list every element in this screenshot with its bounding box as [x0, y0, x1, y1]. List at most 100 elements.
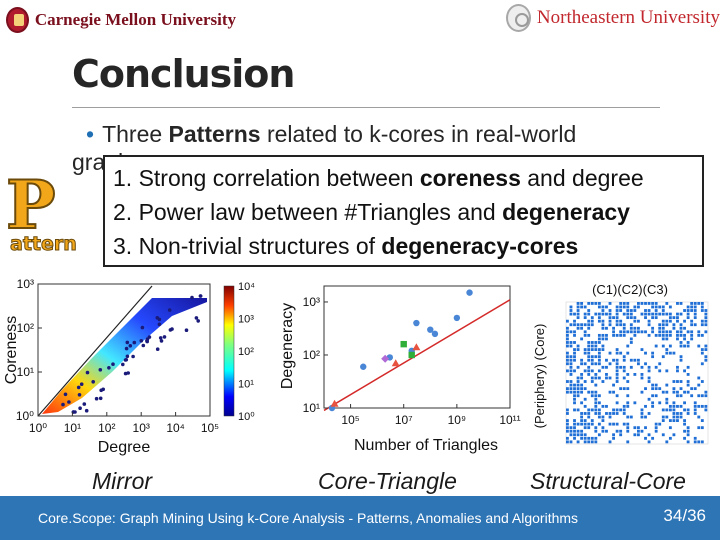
- structural-core-cell: [640, 376, 644, 380]
- structural-core-cell: [672, 380, 676, 383]
- structural-core-cell: [569, 344, 573, 348]
- structural-core-cell: [594, 373, 598, 376]
- structural-core-cell: [590, 380, 594, 383]
- structural-core-cell: [566, 369, 569, 373]
- structural-core-cell: [690, 305, 694, 309]
- mirror-point: [184, 328, 189, 332]
- structural-core-cell: [601, 323, 605, 327]
- structural-core-cell: [633, 305, 637, 309]
- pattern-2-pre: 2. Power law between #Triangles and: [113, 199, 503, 225]
- structural-core-cell: [601, 344, 605, 348]
- structural-core-cell: [566, 358, 569, 362]
- structural-core-cell: [605, 365, 608, 369]
- structural-core-cell: [633, 373, 637, 376]
- structural-core-cell: [569, 383, 573, 387]
- structural-core-cell: [633, 358, 637, 362]
- structural-core-cell: [668, 319, 672, 323]
- structural-core-cell: [626, 426, 630, 430]
- structural-core-cell: [622, 302, 626, 305]
- structural-core-cell: [608, 422, 612, 426]
- structural-core-cell: [587, 302, 591, 305]
- structural-core-cell: [608, 440, 612, 444]
- structural-core-cell: [661, 415, 665, 419]
- caption-structural-core: Structural-Core: [530, 468, 686, 494]
- structural-core-cell: [644, 309, 647, 312]
- structural-core-cell: [583, 305, 587, 309]
- structural-core-cell: [672, 404, 676, 408]
- structural-core-cell: [676, 319, 679, 323]
- structural-core-cell: [601, 380, 605, 383]
- structural-core-cell: [679, 326, 683, 330]
- structural-core-cell: [654, 305, 658, 309]
- structural-core-cell: [683, 333, 686, 337]
- structural-core-cell: [661, 305, 665, 309]
- structural-core-cell: [605, 373, 608, 376]
- mirror-point: [157, 317, 162, 322]
- structural-core-cell: [672, 412, 676, 415]
- structural-core-cell: [587, 390, 591, 394]
- structural-core-cell: [569, 309, 573, 312]
- structural-core-cell: [622, 355, 626, 359]
- pattern-logo-small-letters: attern: [10, 233, 77, 255]
- slide-title: Conclusion: [72, 52, 295, 96]
- structural-core-cell: [580, 358, 584, 362]
- structural-core-cell: [594, 344, 598, 348]
- structural-core-cell: [661, 408, 665, 412]
- structural-core-cell: [615, 380, 619, 383]
- structural-core-cell: [679, 323, 683, 327]
- structural-core-cell: [605, 312, 608, 316]
- structural-core-cell: [668, 305, 672, 309]
- structural-core-cell: [594, 408, 598, 412]
- core-triangle-point-triangle: [391, 359, 400, 367]
- structural-core-cell: [700, 440, 704, 444]
- structural-core-cell: [566, 380, 569, 383]
- structural-core-cell: [615, 429, 619, 433]
- structural-core-cell: [665, 369, 669, 373]
- structural-core-cell: [573, 387, 576, 391]
- structural-core-cell: [573, 323, 576, 327]
- structural-core-cell: [700, 305, 704, 309]
- structural-core-cell: [686, 380, 690, 383]
- structural-core-cell: [676, 412, 679, 415]
- structural-core-cell: [651, 436, 655, 440]
- structural-core-cell: [566, 412, 569, 415]
- structural-core-cell: [658, 401, 662, 405]
- structural-core-cell: [700, 351, 704, 355]
- structural-core-cell: [640, 312, 644, 316]
- structural-core-cell: [686, 412, 690, 415]
- structural-core-cell: [665, 312, 669, 316]
- structural-core-cell: [612, 390, 615, 394]
- structural-core-cell: [668, 404, 672, 408]
- structural-core-cell: [619, 429, 623, 433]
- structural-core-cell: [569, 312, 573, 316]
- mirror-colorbar-tick-label: 10²: [238, 346, 254, 358]
- structural-core-cell: [615, 401, 619, 405]
- structural-core-cell: [615, 358, 619, 362]
- structural-core-cell: [608, 415, 612, 419]
- structural-core-cell: [587, 309, 591, 312]
- structural-core-cell: [580, 412, 584, 415]
- mirror-marks: [42, 294, 207, 414]
- core-triangle-x-label: Number of Triangles: [354, 437, 498, 454]
- structural-core-cell: [619, 319, 623, 323]
- structural-core-cell: [576, 422, 580, 426]
- mirror-colorbar-tick-label: 10⁰: [238, 411, 255, 423]
- structural-core-cell: [697, 376, 701, 380]
- footer-title: Core.Scope: Graph Mining Using k-Core An…: [38, 510, 579, 526]
- structural-core-cell: [651, 326, 655, 330]
- structural-core-cell: [612, 326, 615, 330]
- structural-core-cell: [637, 433, 640, 437]
- structural-core-cell: [676, 390, 679, 394]
- structural-core-cell: [651, 404, 655, 408]
- pattern-1: 1. Strong correlation between coreness a…: [113, 165, 644, 192]
- structural-core-cell: [594, 440, 598, 444]
- core-triangle-y-tick-label: 10¹: [303, 401, 320, 415]
- structural-core-cell: [704, 309, 708, 312]
- mirror-y-tick-label: 10³: [17, 277, 34, 291]
- structural-core-cell: [629, 323, 633, 327]
- structural-core-cell: [651, 387, 655, 391]
- structural-core-cell: [619, 365, 623, 369]
- structural-core-cell: [573, 312, 576, 316]
- structural-core-cell: [693, 387, 697, 391]
- structural-core-cell: [626, 330, 630, 334]
